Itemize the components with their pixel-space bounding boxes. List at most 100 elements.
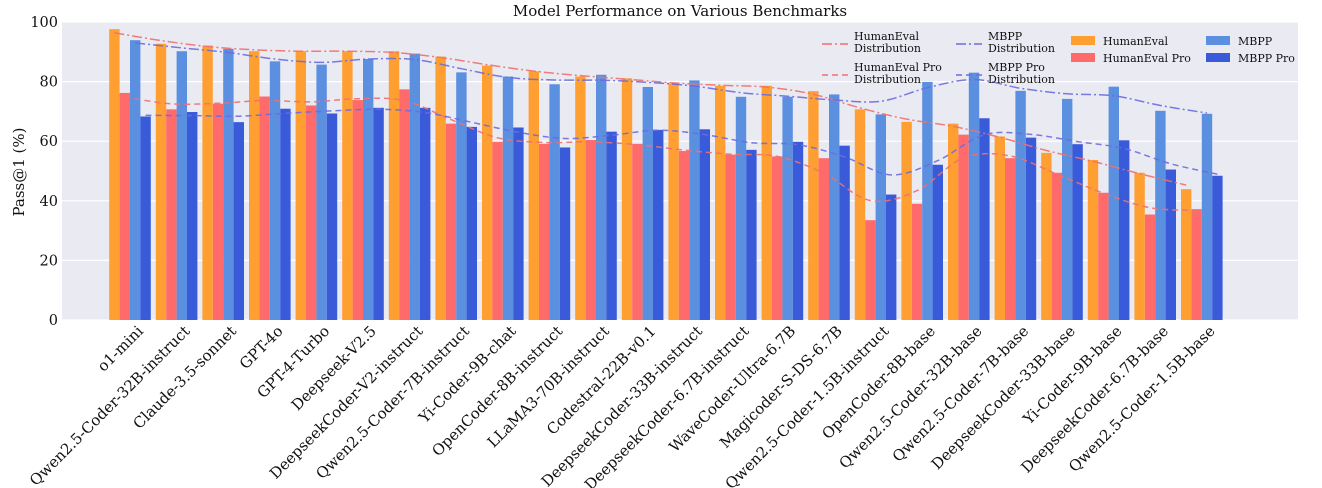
bar-mbpp-pro [373,107,384,320]
bar-humaneval [155,43,167,321]
bar-humaneval-pro [445,123,457,320]
bar-mbpp [922,81,933,320]
distribution-line [145,108,1218,176]
legend-patch-swatch [1206,36,1230,45]
bar-mbpp-pro [140,116,151,320]
bar-humaneval [388,51,400,320]
legend-label: HumanEval Distribution [854,30,921,55]
bar-mbpp-pro [187,111,198,320]
legend-label: MBPP Distribution [988,30,1055,55]
bar-mbpp-pro [886,194,897,320]
bar-humaneval [202,45,213,321]
bar-humaneval-pro [1191,209,1202,320]
bar-mbpp-pro [746,149,757,320]
bar-mbpp [875,114,886,320]
legend-patch-swatch [1071,36,1095,45]
bar-humaneval-pro [399,89,410,321]
bar-humaneval-pro [212,103,224,320]
y-axis-ticks: 0 20 40 60 80 100 [30,15,58,329]
bar-humaneval-pro [865,220,876,320]
bar-humaneval [901,121,912,320]
x-tick-label: Deepseek-V2.5 [288,322,380,414]
bar-mbpp [1062,98,1073,320]
y-tick-label: 100 [30,15,58,31]
bar-humaneval [621,78,633,321]
bar-humaneval [295,51,306,320]
bar-mbpp-pro [513,127,524,320]
bar-mbpp-pro [420,107,431,320]
bar-mbpp-pro [792,141,804,320]
legend-label: MBPP Pro [1238,52,1295,65]
bar-humaneval [249,51,260,320]
bar-humaneval-pro [1051,172,1062,320]
bar-mbpp-pro [1212,175,1223,320]
bar-humaneval-pro [1144,214,1156,320]
bar-mbpp-pro [839,145,850,320]
legend-label: HumanEval Pro Distribution [854,61,942,86]
bar-humaneval [994,136,1005,320]
bar-mbpp [735,96,747,320]
bar-mbpp [409,53,420,320]
bar-mbpp-pro [932,164,943,320]
bars [109,29,1223,321]
chart-title: Model Performance on Various Benchmarks [513,2,847,20]
y-tick-label: 0 [49,313,58,329]
bar-mbpp [223,48,234,320]
bar-mbpp [456,72,467,320]
bar-humaneval-pro [911,203,923,320]
legend-label: HumanEval [1103,35,1169,48]
bar-humaneval [808,91,819,320]
bar-humaneval-pro [632,143,643,320]
bar-mbpp [968,72,980,320]
bar-humaneval-pro [259,96,270,320]
bar-mbpp-pro [979,118,990,320]
distribution-line [114,32,1187,186]
bar-humaneval-pro [772,156,783,320]
bar-mbpp-pro [1025,137,1037,320]
bar-humaneval [668,83,679,320]
legend-label: MBPP [1238,35,1273,48]
bar-mbpp [176,51,187,320]
bar-humaneval [715,85,726,320]
bar-mbpp [1015,90,1026,320]
bar-mbpp [363,58,374,321]
bar-humaneval [761,85,772,320]
bar-mbpp-pro [466,126,477,320]
bar-humaneval [435,56,446,321]
x-axis-ticks: o1-miniQwen2.5-Coder-32B-instructClaude-… [26,322,1219,488]
bar-mbpp [689,80,700,321]
bar-mbpp-pro [1072,144,1083,320]
bar-mbpp [502,76,514,320]
y-tick-label: 80 [40,75,58,91]
bar-mbpp [269,61,281,320]
y-axis-label: Pass@1 (%) [10,127,28,216]
bar-humaneval-pro [958,134,969,320]
distribution-line [135,42,1208,114]
bar-humaneval [575,76,586,320]
bar-humaneval [948,123,959,320]
y-tick-label: 20 [40,253,58,269]
bar-humaneval [1134,172,1145,320]
bar-mbpp [642,86,653,321]
legend-patch-swatch [1071,53,1095,62]
bar-humaneval [482,65,493,321]
bar-mbpp [130,40,141,320]
bar-humaneval-pro [585,140,596,320]
y-tick-label: 60 [40,134,58,150]
bar-mbpp [596,74,607,320]
bar-mbpp [316,64,327,320]
bar-humaneval-pro [1005,158,1016,320]
bar-humaneval-pro [1098,192,1109,320]
bar-mbpp [1108,86,1119,320]
distribution-lines [114,32,1218,212]
bar-humaneval [854,109,866,321]
bar-mbpp-pro [559,147,571,320]
bar-mbpp [549,84,560,320]
bar-mbpp [1201,113,1213,320]
bar-humaneval [109,29,120,320]
bar-mbpp [1155,110,1166,320]
bar-mbpp-pro [1165,169,1176,320]
bar-mbpp-pro [326,113,338,321]
legend: HumanEval Distribution HumanEval Pro Distri… [822,30,1295,86]
